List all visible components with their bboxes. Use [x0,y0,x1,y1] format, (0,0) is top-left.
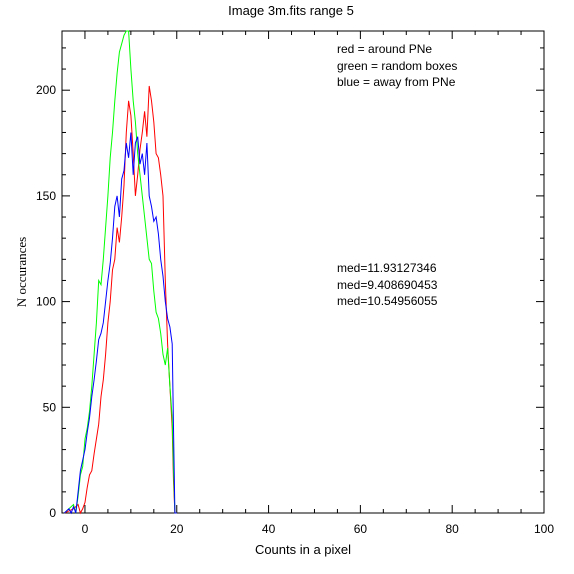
median-green: med=9.408690453 [337,278,438,292]
x-tick-label: 60 [354,522,368,536]
y-tick-label: 0 [49,506,56,520]
median-blue: med=10.54956055 [337,294,438,308]
x-tick-label: 40 [262,522,276,536]
y-tick-label: 100 [36,295,56,309]
median-red: med=11.93127346 [337,261,437,275]
x-tick-label: 20 [170,522,184,536]
x-tick-label: 80 [446,522,460,536]
legend-entry-blue: blue = away from PNe [337,75,456,89]
legend: red = around PNe green = random boxes bl… [337,42,457,89]
legend-entry-red: red = around PNe [337,42,432,56]
chart-title: Image 3m.fits range 5 [228,3,354,18]
y-axis-label: N occurances [14,237,29,307]
median-annotations: med=11.93127346 med=9.408690453 med=10.5… [337,261,438,308]
series-green-line [63,30,177,514]
series-layer [63,30,177,515]
y-tick-label: 50 [43,400,57,414]
series-blue-line [63,132,177,515]
x-tick-label: 100 [534,522,554,536]
plot-frame [61,30,545,514]
legend-entry-green: green = random boxes [337,59,457,73]
x-axis: 0 20 40 60 80 100 [82,31,554,536]
x-tick-label: 0 [82,522,89,536]
y-tick-label: 150 [36,189,56,203]
x-axis-label: Counts in a pixel [255,542,351,557]
series-red-line [64,85,177,515]
y-axis: 0 50 100 150 200 [36,47,544,520]
y-tick-label: 200 [36,83,56,97]
